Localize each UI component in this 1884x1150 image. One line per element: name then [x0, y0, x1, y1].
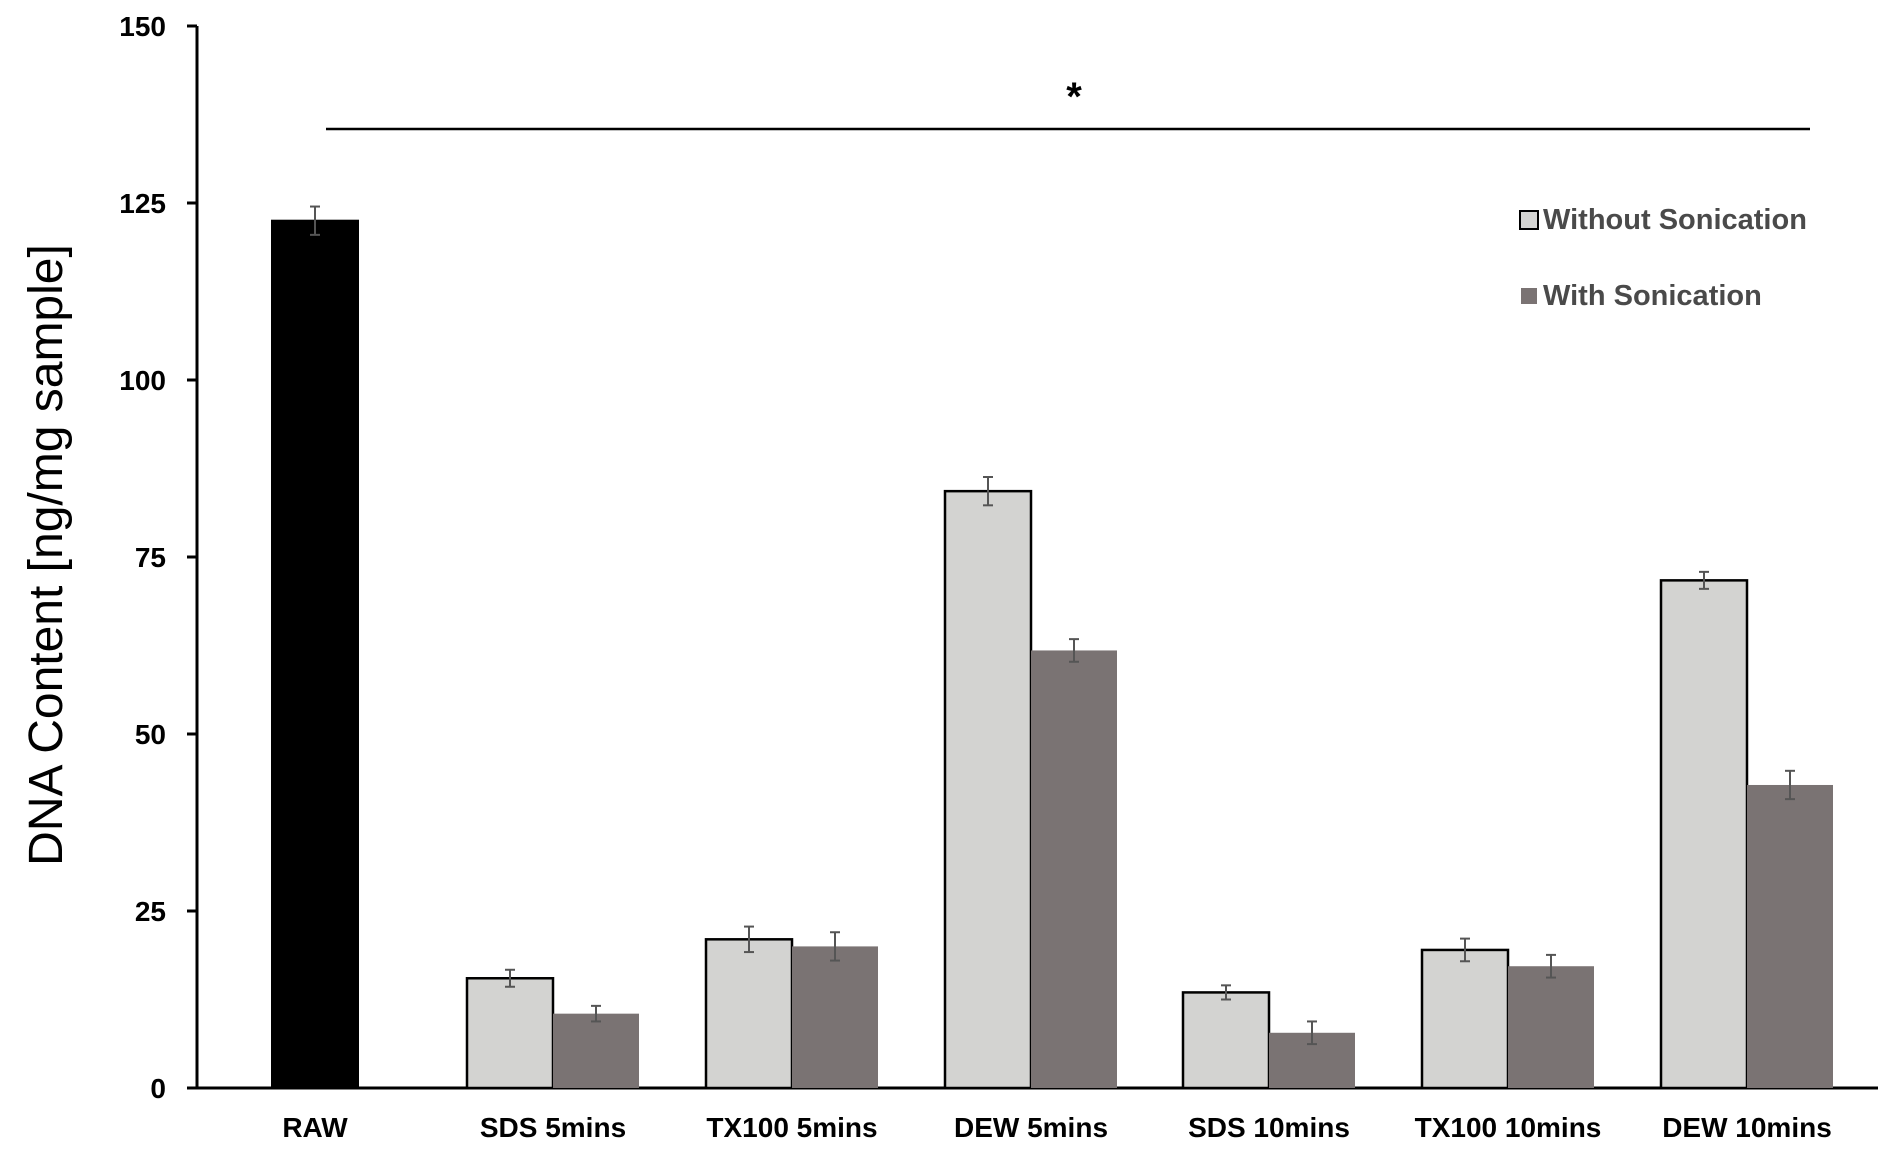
- bar-without-sonication: [1181, 991, 1271, 1090]
- legend-label-with-sonication: With Sonication: [1543, 280, 1762, 312]
- bar-with-sonication: [1747, 784, 1833, 1088]
- y-axis-label: DNA Content [ng/mg sample]: [20, 244, 73, 866]
- error-bars: [310, 205, 1795, 1046]
- x-tick-label: SDS 10mins: [1188, 1112, 1350, 1143]
- significance-annotation: *: [326, 75, 1810, 131]
- y-tick-label: 25: [135, 896, 166, 927]
- bar-without-sonication: [1420, 948, 1510, 1090]
- bar-with-sonication: [553, 1013, 639, 1088]
- x-tick-labels: RAW SDS 5mins TX100 5mins DEW 5mins SDS 10mi…: [282, 1112, 1831, 1143]
- error-bar: [1785, 769, 1795, 801]
- bar-with-sonication: [792, 946, 878, 1088]
- y-tick-label: 100: [119, 365, 166, 396]
- x-tick-label: TX100 10mins: [1415, 1112, 1602, 1143]
- x-tick-label: DEW 5mins: [954, 1112, 1108, 1143]
- error-bar: [1221, 984, 1231, 1001]
- y-tick-label: 125: [119, 188, 166, 219]
- bar-without-sonication: [1659, 579, 1749, 1090]
- error-bar: [1307, 1020, 1317, 1046]
- error-bar: [505, 968, 515, 988]
- error-bar: [1460, 937, 1470, 963]
- y-tick-label: 75: [135, 542, 166, 573]
- y-ticks: 0 25 50 75 100 125 150: [119, 11, 197, 1104]
- error-bar: [310, 205, 320, 236]
- legend-swatch-without-sonication: [1519, 210, 1539, 230]
- bar-without-sonication: [465, 977, 555, 1090]
- bar-raw: [271, 219, 359, 1089]
- x-tick-label: DEW 10mins: [1662, 1112, 1832, 1143]
- bar-without-sonication: [704, 938, 794, 1090]
- bar-with-sonication: [1508, 966, 1594, 1088]
- legend: Without Sonication With Sonication: [1519, 204, 1807, 312]
- error-bar: [830, 931, 840, 962]
- significance-asterisk: *: [1066, 75, 1082, 119]
- x-tick-label: SDS 5mins: [480, 1112, 626, 1143]
- legend-swatch-with-sonication: [1521, 288, 1537, 304]
- bars: [271, 219, 1833, 1090]
- error-bar: [591, 1004, 601, 1023]
- legend-label-without-sonication: Without Sonication: [1543, 204, 1807, 236]
- error-bar: [1699, 570, 1709, 590]
- y-tick-label: 50: [135, 719, 166, 750]
- x-tick-label: TX100 5mins: [706, 1112, 877, 1143]
- error-bar: [744, 925, 754, 954]
- x-tick-label: RAW: [282, 1112, 348, 1143]
- error-bar: [983, 475, 993, 507]
- y-tick-label: 0: [150, 1073, 166, 1104]
- bar-with-sonication: [1031, 650, 1117, 1088]
- y-tick-label: 150: [119, 11, 166, 42]
- error-bar: [1069, 638, 1079, 663]
- bar-without-sonication: [943, 489, 1033, 1090]
- error-bar: [1546, 953, 1556, 979]
